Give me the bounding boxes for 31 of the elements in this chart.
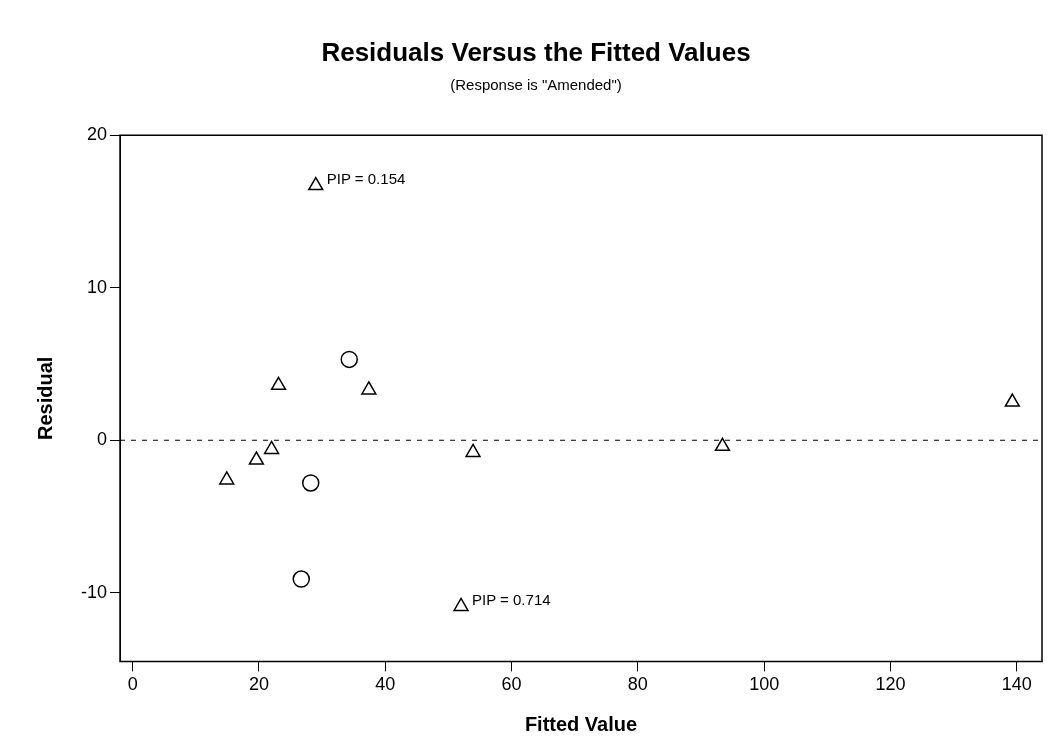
point bbox=[1004, 393, 1020, 407]
y-tick-label: -10 bbox=[81, 581, 108, 602]
point bbox=[219, 471, 235, 485]
x-tick-label: 60 bbox=[501, 674, 522, 695]
point bbox=[301, 474, 320, 492]
y-tick-label: 0 bbox=[97, 429, 108, 450]
x-tick-label: 20 bbox=[248, 674, 269, 695]
point bbox=[340, 350, 358, 369]
point bbox=[361, 381, 377, 395]
x-tick-label: 80 bbox=[627, 674, 648, 695]
y-axis-title: Residual bbox=[33, 356, 56, 440]
x-tick-label: 120 bbox=[875, 674, 906, 695]
chart-subtitle: (Response is "Amended") bbox=[450, 76, 622, 94]
x-axis-title: Fitted Value bbox=[524, 712, 638, 735]
annotation: PIP = 0.714 bbox=[472, 591, 551, 609]
x-tick-label: 140 bbox=[1001, 674, 1032, 695]
y-tick-label: 20 bbox=[86, 124, 108, 145]
point bbox=[453, 597, 469, 612]
point bbox=[270, 376, 287, 391]
x-tick-label: 100 bbox=[749, 674, 780, 695]
point bbox=[263, 440, 280, 455]
point bbox=[248, 451, 265, 465]
annotation: PIP = 0.154 bbox=[326, 170, 406, 188]
chart-title: Residuals Versus the Fitted Values bbox=[321, 36, 751, 67]
point bbox=[308, 176, 324, 191]
point bbox=[465, 443, 481, 458]
y-tick-label: 10 bbox=[86, 276, 108, 297]
x-tick-label: 40 bbox=[375, 674, 396, 695]
point bbox=[714, 437, 731, 452]
point bbox=[292, 570, 311, 588]
x-tick-label: 0 bbox=[127, 674, 138, 695]
